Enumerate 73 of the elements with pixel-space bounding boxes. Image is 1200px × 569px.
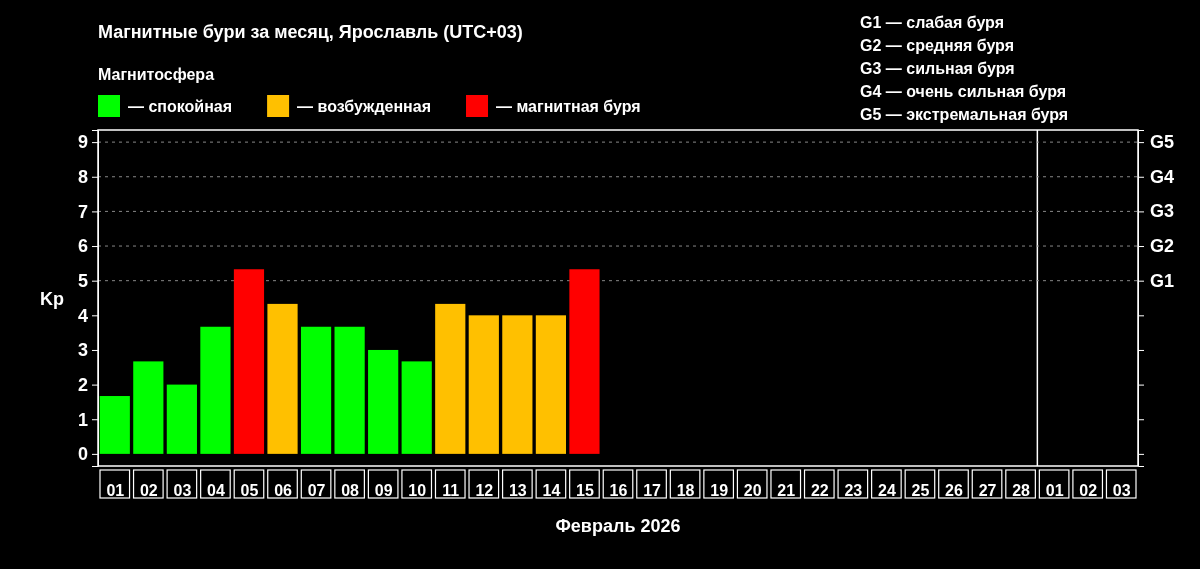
text: G5 — экстремальная буря [860,106,1069,123]
text: G3 — сильная буря [860,60,1015,77]
bar [435,303,466,454]
bar [502,315,533,454]
x-tick-label: 10 [408,482,427,500]
bar [468,315,499,454]
bar [535,315,566,454]
x-tick-label: 13 [508,482,527,500]
x-tick-label: 19 [710,482,729,500]
x-tick-label: 07 [307,482,326,500]
x-tick-label: 11 [442,482,460,500]
x-tick-label: 28 [1012,482,1031,500]
ref-line-label: G5 [1150,132,1175,153]
bar [569,269,600,454]
bar [200,326,231,454]
y-tick-label: 5 [77,270,88,291]
x-tick-label: 05 [240,482,259,500]
text: G4 — очень сильная буря [860,83,1067,100]
ref-line-label: G3 [1150,201,1175,222]
text: G1 — слабая буря [860,14,1005,31]
bar [368,349,399,454]
bar [166,384,197,454]
y-tick-label: 7 [77,201,88,222]
x-tick-label: 09 [374,482,393,500]
x-tick-label: 15 [576,482,594,500]
x-tick-label: 03 [173,482,192,500]
legend-label: — спокойная [128,98,233,115]
x-tick-label: 26 [945,482,963,500]
y-tick-label: 2 [77,374,88,395]
y-tick-label: 3 [77,340,88,361]
y-tick-label: 6 [77,236,88,257]
legend-label: — магнитная буря [496,98,641,115]
x-tick-label: 02 [1079,482,1098,500]
bar [300,326,332,454]
y-tick-label: 4 [77,305,88,326]
x-tick-label: 08 [341,482,360,500]
x-tick-label: 22 [810,482,829,500]
x-tick-label: 04 [207,482,225,500]
x-tick-label: 12 [475,482,494,500]
bar [133,361,164,454]
bar [334,326,365,454]
bar [401,361,432,454]
text: G2 — средняя буря [860,37,1014,54]
chart-title: Магнитные бури за месяц, Ярославль (UTC+03) [98,22,523,42]
x-tick-label: 02 [139,482,158,500]
bar [99,396,130,454]
ref-line-label: G2 [1150,236,1175,257]
y-tick-label: 9 [77,132,88,153]
x-tick-label: 23 [844,482,863,500]
y-tick-label: 0 [77,444,88,465]
x-tick-label: 18 [676,482,695,500]
legend-label: — возбужденная [297,98,432,115]
x-tick-label: 17 [643,482,662,500]
x-tick-label: 06 [274,482,293,500]
x-axis-title: Февраль 2026 [555,516,681,536]
x-tick-label: 25 [911,482,930,500]
x-tick-label: 16 [609,482,628,500]
x-tick-label: 27 [978,482,997,500]
x-tick-label: 24 [877,482,896,500]
x-tick-label: 14 [542,482,561,500]
bar [267,303,298,454]
x-tick-label: 21 [777,482,796,500]
y-tick-label: 1 [77,409,88,430]
bar [233,269,265,454]
y-tick-label: 8 [77,167,88,188]
x-tick-label: 01 [106,482,125,500]
y-axis-title: Kp [40,289,64,309]
ref-line-label: G4 [1150,166,1175,187]
x-tick-label: 20 [743,482,762,500]
x-tick-label: 03 [1112,482,1131,500]
ref-line-label: G1 [1150,270,1175,291]
x-tick-label: 01 [1045,482,1064,500]
legend-title: Магнитосфера [98,66,215,83]
